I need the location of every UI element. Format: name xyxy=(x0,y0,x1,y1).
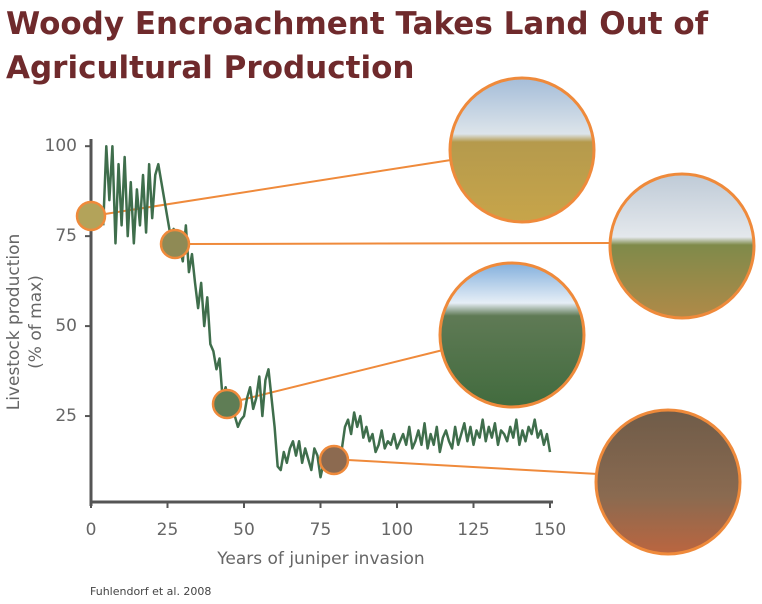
photo-marker xyxy=(211,388,243,420)
y-tick-label: 25 xyxy=(55,406,77,426)
photo xyxy=(448,76,596,224)
photo xyxy=(594,408,742,556)
x-tick-label: 0 xyxy=(86,520,97,540)
callout-line xyxy=(104,159,452,215)
x-axis-label: Years of juniper invasion xyxy=(216,549,424,569)
x-tick-label: 25 xyxy=(157,520,179,540)
point-markers xyxy=(75,200,350,476)
y-tick-label: 50 xyxy=(55,316,77,336)
x-tick-label: 100 xyxy=(381,520,413,540)
x-tick-label: 50 xyxy=(233,520,255,540)
x-tick-label: 75 xyxy=(310,520,332,540)
y-tick-label: 100 xyxy=(45,136,77,156)
photo-marker xyxy=(318,444,350,476)
callout-line xyxy=(240,349,444,401)
photo xyxy=(608,172,756,320)
annotations xyxy=(104,76,756,556)
x-tick-label: 125 xyxy=(457,520,489,540)
source: Fuhlendorf et al. 2008 xyxy=(90,585,211,598)
y-axis-label: Livestock production xyxy=(4,234,24,411)
chart-title: Woody Encroachment Takes Land Out of Agr… xyxy=(6,6,709,86)
y-axis-label: (% of max) xyxy=(26,275,46,369)
photo-marker xyxy=(159,228,191,260)
photo-marker xyxy=(75,200,107,232)
callout-line xyxy=(188,242,612,245)
x-tick-label: 150 xyxy=(534,520,566,540)
photo xyxy=(438,261,586,409)
callout-line xyxy=(347,459,599,475)
y-tick-label: 75 xyxy=(55,226,77,246)
